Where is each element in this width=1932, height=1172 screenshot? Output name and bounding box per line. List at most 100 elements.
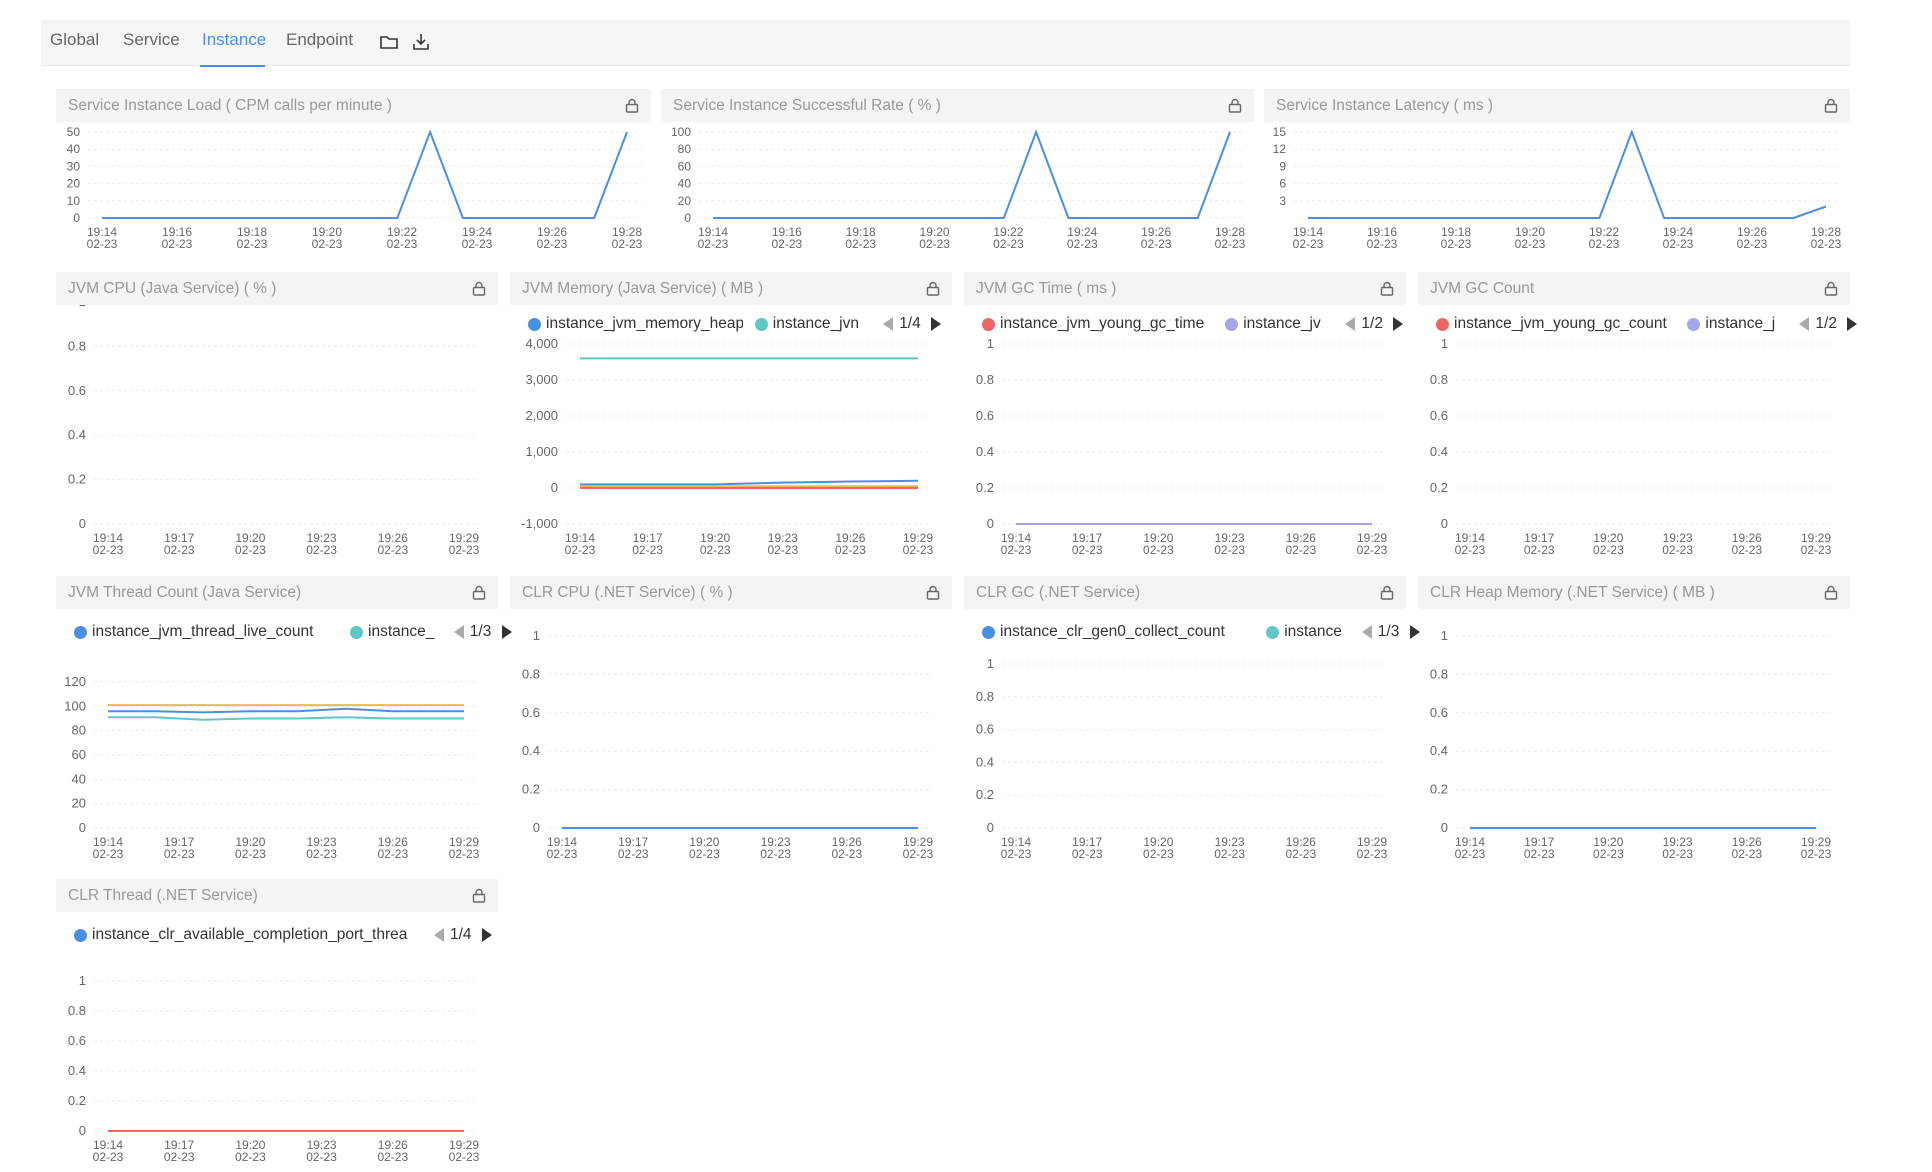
lock-icon[interactable] [1228, 98, 1242, 113]
dashboard-tab-bar: Global Service Instance Endpoint [41, 20, 1851, 67]
panel-header: JVM Thread Count (Java Service) [56, 576, 498, 609]
pager-prev-arrow[interactable] [453, 625, 464, 639]
panel-title: Service Instance Latency ( ms ) [1276, 97, 1494, 114]
y-tick-label: 40 [67, 142, 81, 156]
y-tick-label: 0 [684, 211, 691, 225]
x-tick-label: 02-23 [1357, 847, 1388, 861]
line-chart: 00.20.40.60.8119:1402-2319:1702-2319:200… [1430, 336, 1832, 557]
x-tick-label: 19:20 [235, 835, 265, 849]
x-tick-label: 19:23 [307, 1138, 337, 1152]
y-tick-label: 0 [987, 516, 994, 531]
x-tick-label: 02-23 [632, 543, 663, 557]
folder-icon[interactable] [379, 32, 399, 52]
lock-icon[interactable] [472, 888, 486, 903]
x-tick-label: 02-23 [1515, 237, 1546, 251]
y-tick-label: 20 [72, 796, 86, 811]
y-tick-label: 80 [72, 723, 86, 738]
x-tick-label: 19:26 [378, 835, 408, 849]
x-tick-label: 19:16 [162, 225, 192, 239]
x-tick-label: 02-23 [1441, 237, 1472, 251]
x-tick-label: 19:23 [1215, 531, 1245, 545]
x-tick-label: 19:29 [1801, 835, 1831, 849]
x-tick-label: 02-23 [1072, 847, 1103, 861]
legend-dot [982, 318, 995, 331]
x-tick-label: 02-23 [1001, 543, 1032, 557]
panel-header: CLR Thread (.NET Service) [56, 879, 498, 912]
x-tick-label: 19:23 [1215, 835, 1245, 849]
x-tick-label: 02-23 [1662, 847, 1693, 861]
y-tick-label: 4,000 [525, 336, 558, 351]
x-tick-label: 19:17 [1524, 835, 1554, 849]
y-tick-label: 20 [67, 177, 81, 191]
x-tick-label: 19:29 [1357, 835, 1387, 849]
x-tick-label: 02-23 [1731, 543, 1762, 557]
x-tick-label: 19:26 [1286, 531, 1316, 545]
y-tick-label: 0 [79, 516, 86, 531]
x-tick-label: 02-23 [1293, 237, 1324, 251]
lock-icon[interactable] [1380, 281, 1394, 296]
lock-icon[interactable] [625, 98, 639, 113]
panel-header: JVM CPU (Java Service) ( % ) [56, 272, 498, 305]
x-tick-label: 02-23 [449, 543, 480, 557]
pager-text: 1/3 [469, 623, 492, 640]
line-chart: 00.20.40.60.8119:1402-2319:1702-2319:200… [68, 973, 480, 1164]
lock-icon[interactable] [926, 585, 940, 600]
x-tick-label: 19:14 [1001, 531, 1031, 545]
download-icon[interactable] [411, 32, 431, 52]
lock-icon[interactable] [1824, 281, 1838, 296]
tab-instance[interactable]: Instance [202, 30, 267, 49]
lock-icon[interactable] [926, 281, 940, 296]
x-tick-label: 19:20 [1593, 835, 1623, 849]
metric-panel: CLR Thread (.NET Service) instance_clr_av… [56, 879, 498, 1169]
x-tick-label: 02-23 [1455, 543, 1486, 557]
lock-icon[interactable] [472, 585, 486, 600]
pager-prev-arrow[interactable] [434, 928, 444, 942]
legend-dot [74, 626, 87, 639]
x-tick-label: 19:20 [689, 835, 719, 849]
tab-service[interactable]: Service [123, 30, 180, 49]
x-tick-label: 02-23 [760, 847, 791, 861]
pager-prev-arrow[interactable] [1799, 317, 1810, 331]
y-tick-label: 0.4 [976, 444, 994, 459]
y-tick-label: 80 [678, 142, 692, 156]
y-tick-label: 1 [1441, 628, 1448, 643]
pager-prev-arrow[interactable] [1345, 317, 1356, 331]
y-tick-label: 0.6 [976, 408, 994, 423]
tab-endpoint[interactable]: Endpoint [286, 30, 354, 49]
lock-icon[interactable] [1824, 98, 1838, 113]
pager-prev-arrow[interactable] [883, 317, 894, 331]
lock-icon[interactable] [1824, 585, 1838, 600]
panel-header: JVM Memory (Java Service) ( MB ) [510, 272, 952, 305]
y-tick-label: 1 [987, 336, 994, 351]
x-tick-label: 19:29 [903, 531, 933, 545]
tab-global[interactable]: Global [50, 30, 100, 49]
x-tick-label: 02-23 [1593, 847, 1624, 861]
x-tick-label: 02-23 [1141, 237, 1172, 251]
y-tick-label: 50 [67, 125, 81, 139]
pager-next-arrow[interactable] [501, 625, 512, 639]
y-tick-label: 0.6 [522, 705, 540, 720]
x-tick-label: 19:14 [87, 225, 117, 239]
lock-icon[interactable] [472, 281, 486, 296]
y-tick-label: 0.4 [1430, 444, 1448, 459]
pager-next-arrow[interactable] [1847, 317, 1858, 331]
x-tick-label: 19:14 [547, 835, 577, 849]
pager-next-arrow[interactable] [1409, 625, 1420, 639]
y-tick-label: 120 [64, 674, 86, 689]
lock-icon[interactable] [1380, 585, 1394, 600]
pager-next-arrow[interactable] [482, 928, 492, 942]
y-tick-label: 0.8 [68, 338, 86, 353]
legend-pager: 1/4 [883, 312, 943, 336]
pager-prev-arrow[interactable] [1361, 625, 1372, 639]
pager-text: 1/3 [1377, 623, 1400, 640]
x-tick-label: 02-23 [1524, 847, 1555, 861]
x-tick-label: 19:29 [449, 835, 479, 849]
x-tick-label: 02-23 [1001, 847, 1032, 861]
x-tick-label: 19:14 [1001, 835, 1031, 849]
x-tick-label: 19:14 [93, 835, 123, 849]
x-tick-label: 02-23 [1663, 237, 1694, 251]
pager-next-arrow[interactable] [931, 317, 942, 331]
panel-header: Service Instance Successful Rate ( % ) [661, 89, 1254, 122]
pager-next-arrow[interactable] [1393, 317, 1404, 331]
x-tick-label: 19:17 [1524, 531, 1554, 545]
